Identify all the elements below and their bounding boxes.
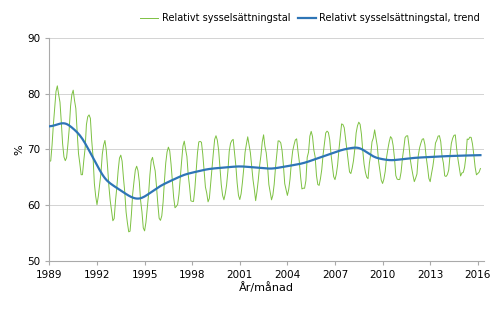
Relativt sysselsättningstal, trend [135, 197, 141, 201]
Line: Relativt sysselsättningstal, trend: Relativt sysselsättningstal, trend [49, 123, 481, 199]
Relativt sysselsättningstal, trend [46, 124, 52, 128]
Relativt sysselsättningstal [271, 183, 277, 186]
Relativt sysselsättningstal [54, 84, 60, 88]
Relativt sysselsättningstal [136, 180, 142, 183]
Relativt sysselsättningstal [46, 160, 52, 163]
Line: Relativt sysselsättningstal: Relativt sysselsättningstal [49, 86, 481, 232]
Relativt sysselsättningstal [126, 230, 132, 234]
Relativt sysselsättningstal, trend [271, 166, 277, 170]
Relativt sysselsättningstal [400, 156, 406, 160]
Relativt sysselsättningstal, trend [478, 153, 484, 157]
Relativt sysselsättningstal [150, 156, 156, 159]
Relativt sysselsättningstal, trend [89, 153, 95, 157]
Relativt sysselsättningstal [478, 167, 484, 170]
Legend: Relativt sysselsättningstal, Relativt sysselsättningstal, trend: Relativt sysselsättningstal, Relativt sy… [136, 9, 484, 27]
Relativt sysselsättningstal [89, 139, 95, 142]
Y-axis label: %: % [14, 144, 25, 155]
Relativt sysselsättningstal [351, 159, 357, 162]
Relativt sysselsättningstal, trend [400, 157, 406, 161]
X-axis label: År/månad: År/månad [239, 283, 294, 294]
Relativt sysselsättningstal, trend [60, 121, 66, 125]
Relativt sysselsättningstal, trend [136, 197, 142, 200]
Relativt sysselsättningstal, trend [150, 189, 156, 193]
Relativt sysselsättningstal, trend [351, 146, 357, 150]
